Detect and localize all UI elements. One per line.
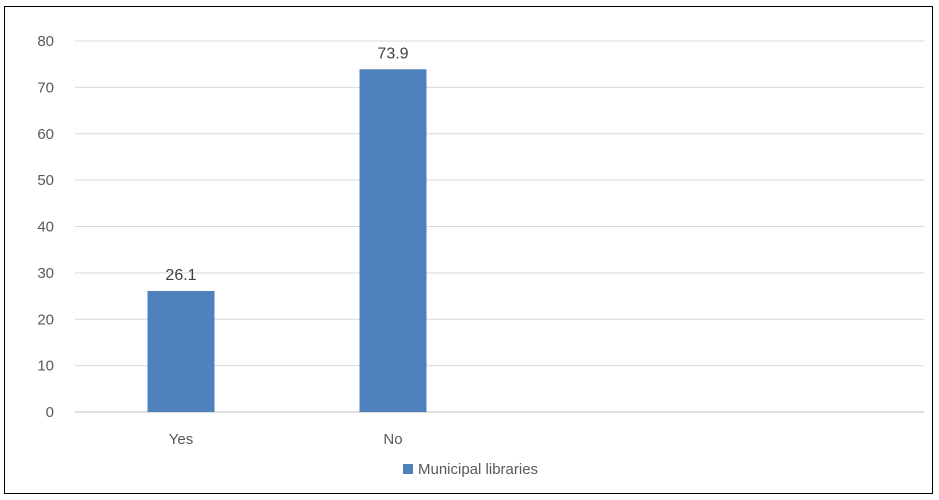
y-tick-label-30: 30 (37, 265, 54, 282)
y-tick-label-50: 50 (37, 172, 54, 189)
bar-yes (147, 290, 215, 412)
legend: Municipal libraries (403, 461, 538, 478)
x-tick-label-no: No (383, 431, 402, 448)
y-tick-label-60: 60 (37, 126, 54, 143)
data-label-yes: 26.1 (165, 267, 196, 284)
x-tick-label-yes: Yes (169, 431, 193, 448)
bars (147, 69, 427, 412)
x-axis-ticks: Yes No (169, 431, 403, 448)
data-label-no: 73.9 (377, 45, 408, 62)
y-tick-label-20: 20 (37, 311, 54, 328)
legend-label-municipal-libraries: Municipal libraries (418, 461, 538, 478)
data-labels: 26.1 73.9 (165, 45, 408, 284)
gridlines (75, 40, 924, 413)
y-tick-label-0: 0 (46, 404, 54, 421)
y-axis-ticks: 0 10 20 30 40 50 60 70 80 (37, 33, 54, 421)
y-tick-label-40: 40 (37, 219, 54, 236)
bar-no (359, 69, 427, 412)
legend-swatch-municipal-libraries (403, 464, 413, 474)
y-tick-label-80: 80 (37, 33, 54, 50)
y-tick-label-10: 10 (37, 358, 54, 375)
y-tick-label-70: 70 (37, 79, 54, 96)
